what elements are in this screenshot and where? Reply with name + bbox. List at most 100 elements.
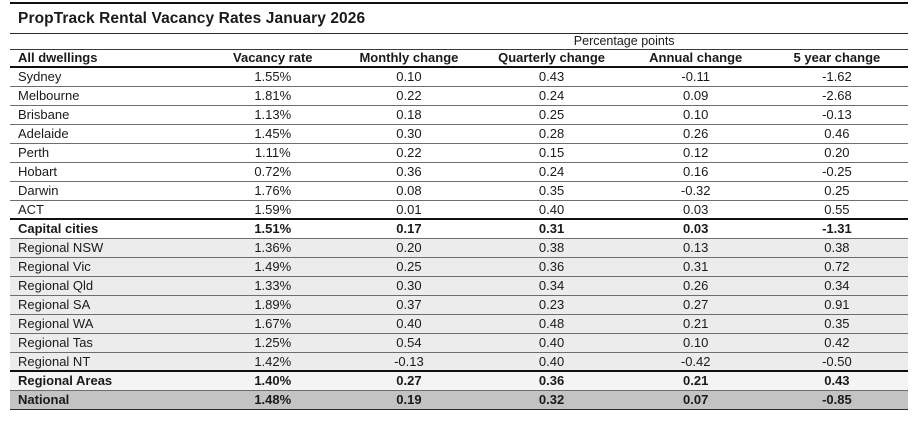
value-cell: 1.89%: [205, 295, 341, 315]
column-header-row: All dwellings Vacancy rate Monthly chang…: [10, 49, 908, 68]
row-label: Regional NSW: [10, 238, 206, 258]
column-header-monthly-change: Monthly change: [340, 49, 478, 68]
value-cell: -0.25: [765, 162, 908, 182]
table-row: National 1.48% 0.19 0.32 0.07 -0.85: [10, 390, 908, 410]
column-header-annual-change: Annual change: [625, 49, 766, 68]
table-row: Brisbane 1.13% 0.18 0.25 0.10 -0.13: [10, 105, 908, 125]
value-cell: 0.27: [340, 370, 478, 391]
value-cell: 1.33%: [205, 276, 341, 296]
value-cell: 1.45%: [205, 124, 341, 144]
row-label: ACT: [10, 200, 206, 220]
value-cell: 0.42: [765, 333, 908, 353]
data-table: Percentage points All dwellings Vacancy …: [10, 34, 908, 410]
value-cell: 0.91: [765, 295, 908, 315]
table-row: Perth 1.11% 0.22 0.15 0.12 0.20: [10, 143, 908, 163]
row-label: Regional WA: [10, 314, 206, 334]
value-cell: 0.36: [340, 162, 478, 182]
table-row: Regional NSW 1.36% 0.20 0.38 0.13 0.38: [10, 238, 908, 258]
row-label: Perth: [10, 143, 206, 163]
value-cell: 0.07: [625, 390, 766, 410]
group-header-spacer: [10, 34, 341, 50]
value-cell: 0.32: [477, 390, 626, 410]
value-cell: 0.26: [625, 124, 766, 144]
value-cell: 0.40: [477, 200, 626, 220]
value-cell: -0.13: [340, 352, 478, 372]
value-cell: 0.16: [625, 162, 766, 182]
value-cell: 0.25: [477, 105, 626, 125]
row-label: Sydney: [10, 67, 206, 87]
vacancy-rates-table: PropTrack Rental Vacancy Rates January 2…: [10, 2, 908, 410]
value-cell: 0.10: [625, 105, 766, 125]
column-header-all-dwellings: All dwellings: [10, 49, 206, 68]
table-row: Regional SA 1.89% 0.37 0.23 0.27 0.91: [10, 295, 908, 315]
value-cell: 0.23: [477, 295, 626, 315]
value-cell: -0.85: [765, 390, 908, 410]
value-cell: 0.10: [340, 67, 478, 87]
table-body: Sydney 1.55% 0.10 0.43 -0.11 -1.62 Melbourne 1.…: [10, 67, 908, 410]
value-cell: 0.31: [625, 257, 766, 277]
value-cell: 0.20: [340, 238, 478, 258]
value-cell: 0.38: [477, 238, 626, 258]
row-label: Regional Qld: [10, 276, 206, 296]
column-header-quarterly-change: Quarterly change: [477, 49, 626, 68]
table-row: ACT 1.59% 0.01 0.40 0.03 0.55: [10, 200, 908, 220]
table-row: Hobart 0.72% 0.36 0.24 0.16 -0.25: [10, 162, 908, 182]
table-row: Regional Tas 1.25% 0.54 0.40 0.10 0.42: [10, 333, 908, 353]
value-cell: 0.24: [477, 162, 626, 182]
value-cell: -0.50: [765, 352, 908, 372]
value-cell: 1.49%: [205, 257, 341, 277]
value-cell: 0.03: [625, 218, 766, 239]
row-label: Brisbane: [10, 105, 206, 125]
value-cell: -0.13: [765, 105, 908, 125]
table-row: Capital cities 1.51% 0.17 0.31 0.03 -1.31: [10, 218, 908, 239]
value-cell: 0.28: [477, 124, 626, 144]
row-label: Regional Areas: [10, 370, 206, 391]
value-cell: 0.40: [477, 333, 626, 353]
page-title: PropTrack Rental Vacancy Rates January 2…: [10, 4, 908, 34]
value-cell: 0.15: [477, 143, 626, 163]
value-cell: 0.40: [477, 352, 626, 372]
value-cell: 1.51%: [205, 218, 341, 239]
value-cell: 1.67%: [205, 314, 341, 334]
value-cell: -1.62: [765, 67, 908, 87]
table-row: Regional Vic 1.49% 0.25 0.36 0.31 0.72: [10, 257, 908, 277]
table-row: Sydney 1.55% 0.10 0.43 -0.11 -1.62: [10, 67, 908, 87]
value-cell: -0.42: [625, 352, 766, 372]
value-cell: 0.43: [765, 370, 908, 391]
value-cell: 0.21: [625, 314, 766, 334]
value-cell: 1.42%: [205, 352, 341, 372]
value-cell: 1.36%: [205, 238, 341, 258]
row-label: Regional Tas: [10, 333, 206, 353]
value-cell: -2.68: [765, 86, 908, 106]
value-cell: 0.35: [477, 181, 626, 201]
value-cell: 1.55%: [205, 67, 341, 87]
value-cell: 0.27: [625, 295, 766, 315]
value-cell: 0.24: [477, 86, 626, 106]
row-label: Regional Vic: [10, 257, 206, 277]
value-cell: 0.13: [625, 238, 766, 258]
table-row: Darwin 1.76% 0.08 0.35 -0.32 0.25: [10, 181, 908, 201]
value-cell: 0.48: [477, 314, 626, 334]
value-cell: -1.31: [765, 218, 908, 239]
value-cell: 0.30: [340, 124, 478, 144]
value-cell: 0.12: [625, 143, 766, 163]
value-cell: 0.20: [765, 143, 908, 163]
value-cell: 1.48%: [205, 390, 341, 410]
value-cell: 0.21: [625, 370, 766, 391]
value-cell: 0.19: [340, 390, 478, 410]
value-cell: 0.17: [340, 218, 478, 239]
value-cell: 0.54: [340, 333, 478, 353]
value-cell: 0.18: [340, 105, 478, 125]
value-cell: 0.22: [340, 86, 478, 106]
column-header-5-year-change: 5 year change: [765, 49, 908, 68]
value-cell: 0.38: [765, 238, 908, 258]
value-cell: 0.46: [765, 124, 908, 144]
table-row: Regional Areas 1.40% 0.27 0.36 0.21 0.43: [10, 370, 908, 391]
table-row: Regional Qld 1.33% 0.30 0.34 0.26 0.34: [10, 276, 908, 296]
value-cell: 0.37: [340, 295, 478, 315]
value-cell: 0.35: [765, 314, 908, 334]
row-label: Adelaide: [10, 124, 206, 144]
row-label: Regional SA: [10, 295, 206, 315]
value-cell: 0.31: [477, 218, 626, 239]
row-label: Darwin: [10, 181, 206, 201]
